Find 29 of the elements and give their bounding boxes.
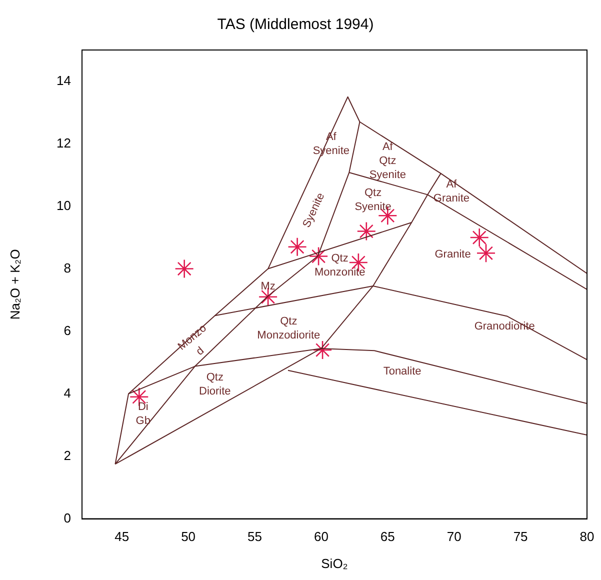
annotation: Granite	[434, 248, 471, 261]
y-tick-label: 10	[56, 198, 71, 213]
annotation: Af Qtz Syenite	[369, 140, 406, 181]
y-axis-title: Na₂O + K₂O	[7, 249, 22, 320]
x-tick-label: 60	[314, 529, 328, 544]
y-tick-label: 4	[64, 385, 71, 400]
annotation: Mz	[260, 280, 276, 293]
y-tick-label: 14	[56, 72, 71, 88]
y-tick-label: 2	[64, 448, 71, 463]
x-tick-label: 50	[181, 529, 196, 544]
annotation: Qtz Syenite	[354, 187, 392, 214]
y-tick-label: 0	[64, 510, 71, 526]
y-tick-label: 12	[56, 135, 71, 150]
annotation: Tonalite	[383, 366, 422, 378]
x-tick-label: 75	[513, 529, 528, 544]
x-axis-title: SiO₂	[321, 556, 348, 571]
y-tick-label: 6	[64, 322, 71, 338]
annotation: Qtz Monzonite	[314, 252, 366, 279]
annotation: Qtz Diorite	[198, 371, 231, 398]
chart-title: TAS (Middlemost 1994)	[217, 16, 374, 34]
x-tick-label: 45	[114, 529, 130, 544]
annotation: Di Gb	[136, 401, 150, 428]
x-tick-label: 80	[580, 529, 594, 544]
x-tick-label: 70	[446, 529, 462, 544]
annotation: Qtz Monzodiorite	[257, 316, 320, 342]
annotation: Af Granite	[433, 178, 470, 205]
x-tick-label: 65	[380, 529, 395, 544]
x-tick-label: 55	[248, 529, 262, 544]
y-tick-label: 8	[64, 260, 71, 276]
